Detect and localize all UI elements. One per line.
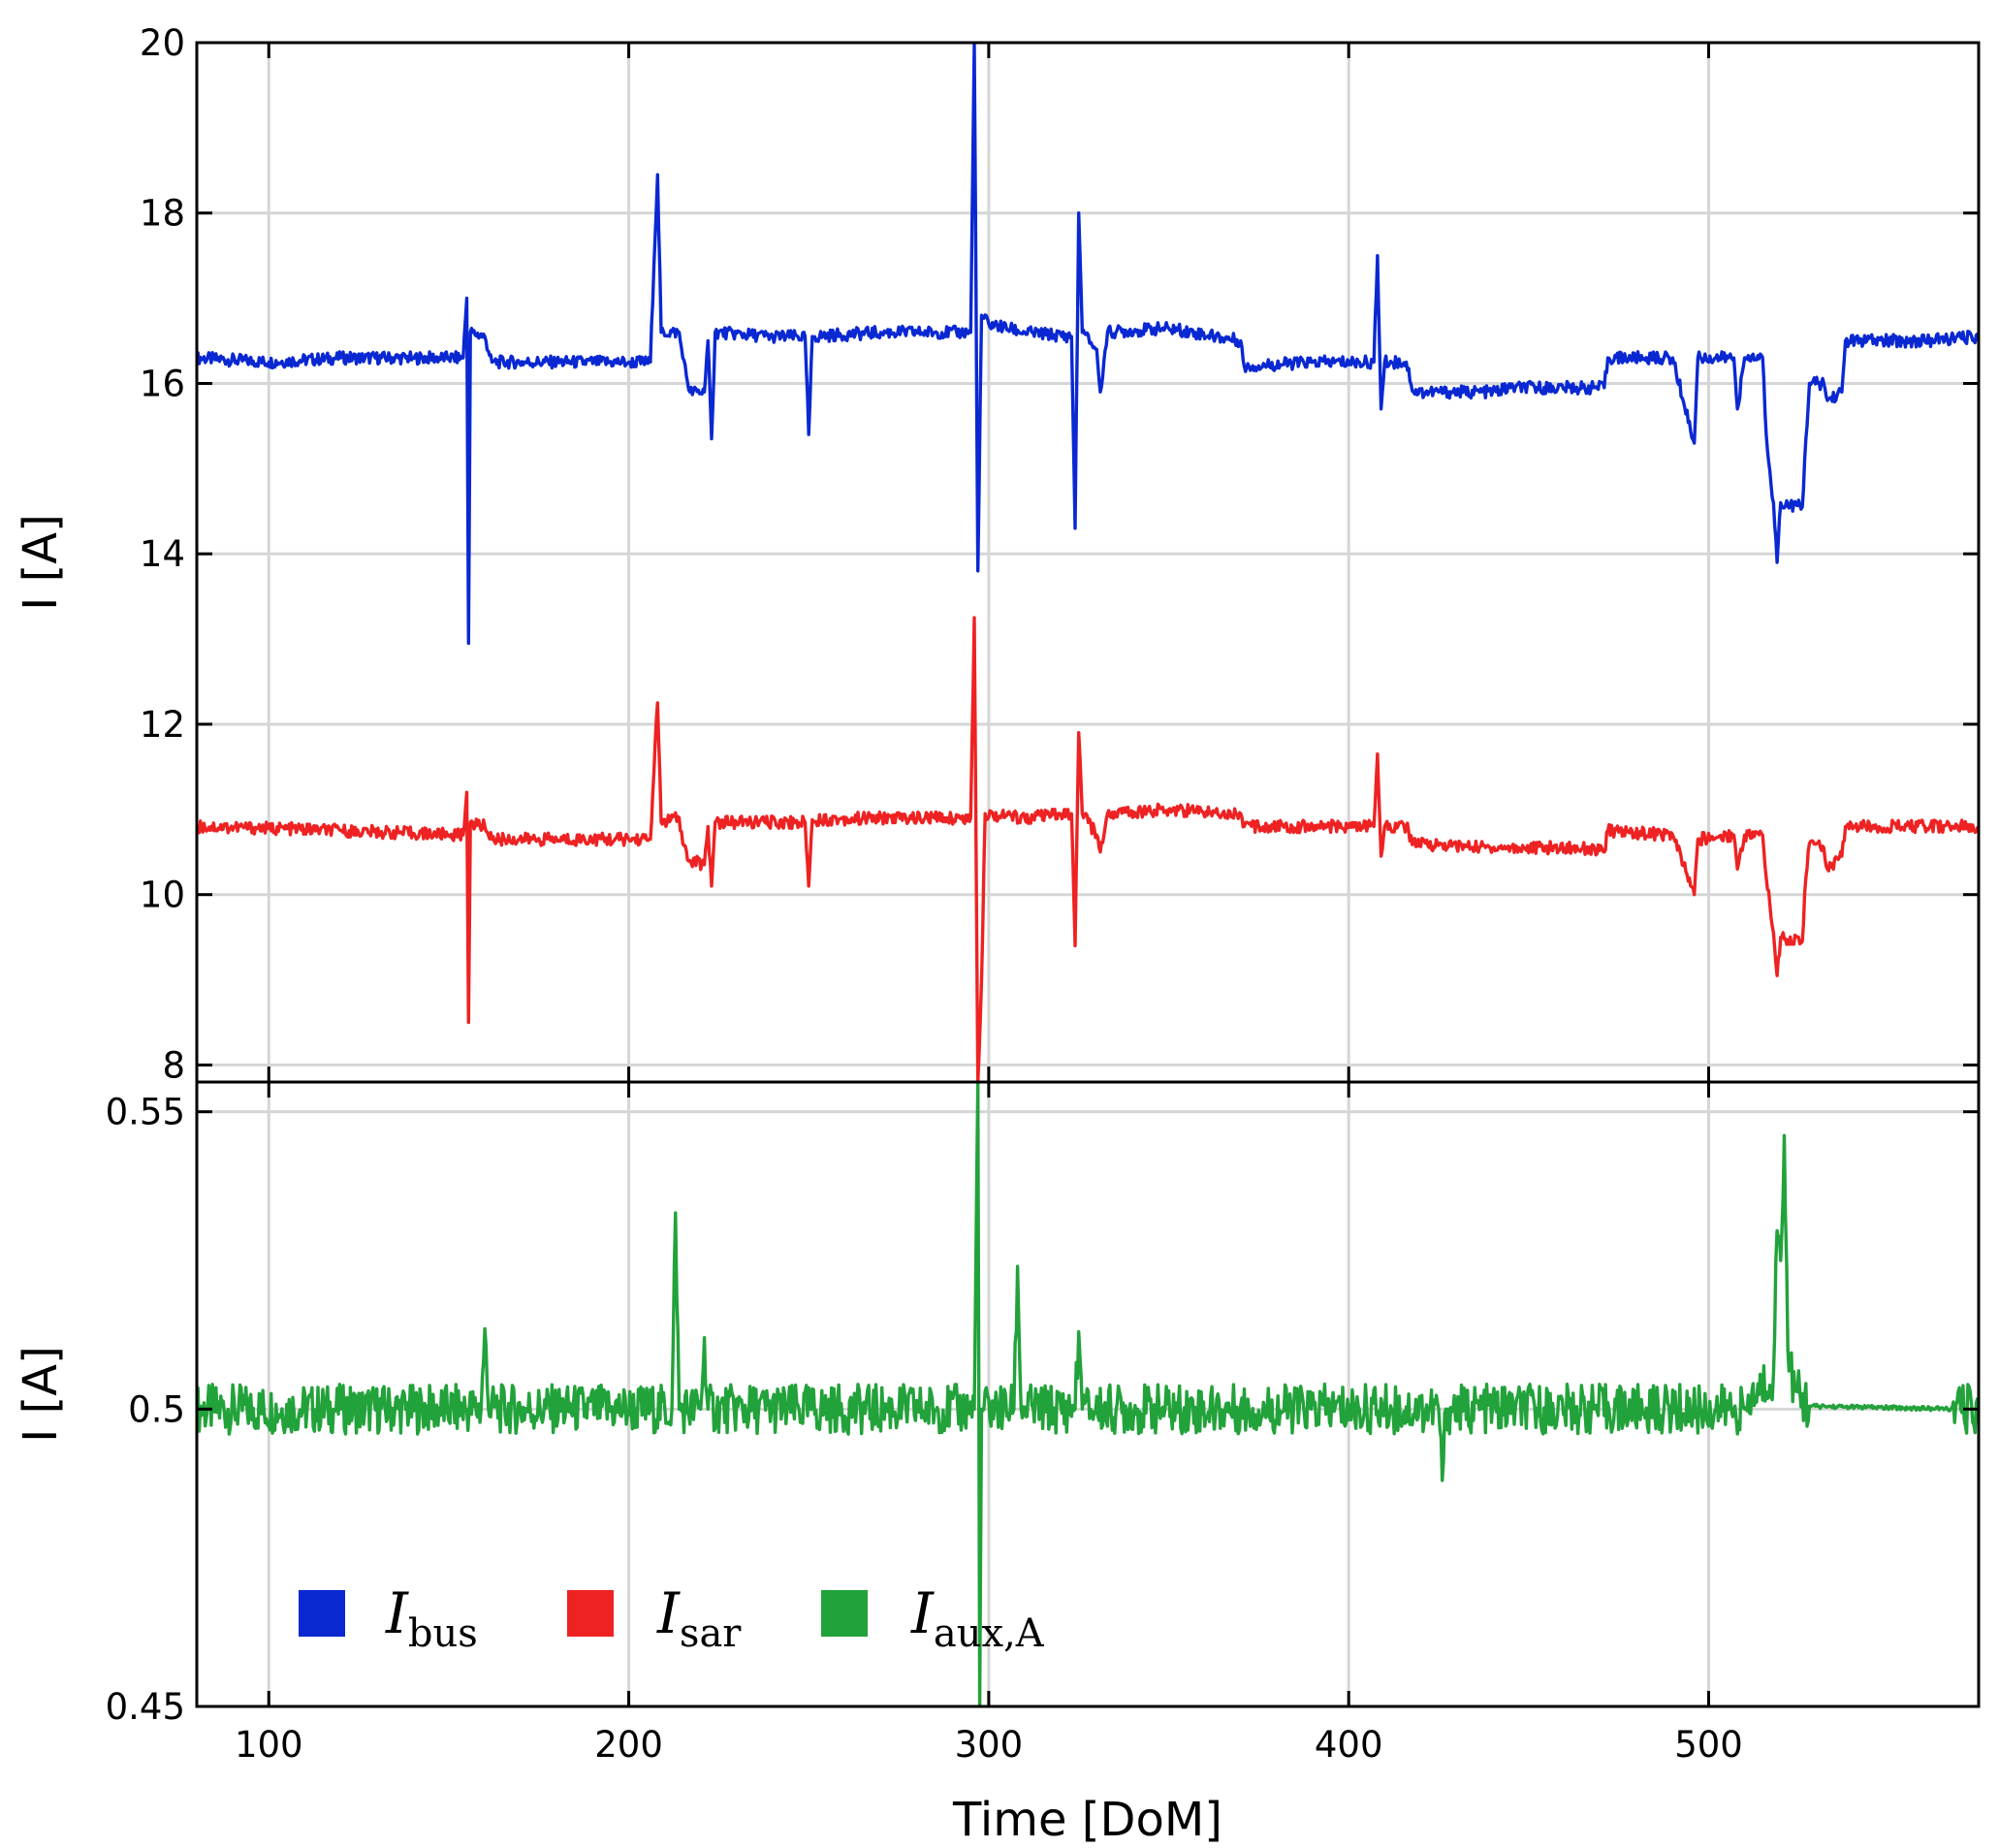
bottom-panel-frame bbox=[195, 1080, 1981, 1708]
legend: Ibus Isar Iaux,A bbox=[299, 1580, 1045, 1656]
legend-label-bus-sub: bus bbox=[408, 1611, 478, 1656]
bottom-y-tick-label-0.55: 0.55 bbox=[106, 1092, 185, 1133]
series-line-bus bbox=[197, 43, 1979, 646]
x-tick-label-100: 100 bbox=[235, 1724, 303, 1766]
legend-item-sar: Isar bbox=[567, 1580, 742, 1656]
x-tick-labels: 100 200 300 400 500 bbox=[235, 1724, 1743, 1766]
top-panel-frame bbox=[195, 41, 1981, 1084]
legend-label-aux-main: I bbox=[910, 1580, 935, 1646]
legend-swatch-bus bbox=[299, 1590, 345, 1637]
legend-label-aux: Iaux,A bbox=[910, 1580, 1045, 1656]
top-y-tick-labels: 8 10 12 14 16 18 20 bbox=[140, 22, 185, 1086]
legend-item-aux: Iaux,A bbox=[821, 1580, 1045, 1656]
bottom-panel-ticks bbox=[197, 1082, 1979, 1708]
legend-swatch-aux bbox=[821, 1590, 868, 1637]
x-axis-title: Time [DoM] bbox=[952, 1793, 1222, 1847]
x-tick-label-500: 500 bbox=[1674, 1724, 1743, 1766]
top-y-tick-label-16: 16 bbox=[140, 363, 185, 404]
top-y-tick-label-18: 18 bbox=[140, 193, 185, 235]
x-tick-label-400: 400 bbox=[1315, 1724, 1383, 1766]
legend-label-sar-main: I bbox=[656, 1580, 681, 1646]
bottom-y-tick-labels: 0.45 0.5 0.55 bbox=[106, 1092, 185, 1728]
bottom-y-axis-title: I [A] bbox=[14, 1346, 68, 1443]
legend-label-sar-sub: sar bbox=[680, 1611, 742, 1656]
legend-item-bus: Ibus bbox=[299, 1580, 478, 1656]
top-y-axis-title: I [A] bbox=[14, 514, 68, 611]
bottom-panel-series bbox=[197, 1082, 1979, 1706]
legend-label-bus-main: I bbox=[385, 1580, 409, 1646]
series-line-sar bbox=[197, 616, 1979, 1082]
legend-label-bus: Ibus bbox=[385, 1580, 478, 1656]
legend-label-sar: Isar bbox=[656, 1580, 742, 1656]
top-y-tick-label-10: 10 bbox=[140, 875, 185, 916]
legend-label-aux-sub: aux,A bbox=[934, 1611, 1045, 1656]
top-y-tick-label-12: 12 bbox=[140, 704, 185, 746]
top-panel-ticks bbox=[197, 41, 1979, 1082]
top-y-tick-label-20: 20 bbox=[140, 22, 185, 64]
bottom-y-tick-label-0.5: 0.5 bbox=[128, 1388, 185, 1430]
legend-swatch-sar bbox=[567, 1590, 614, 1637]
x-tick-label-300: 300 bbox=[955, 1724, 1024, 1766]
top-y-tick-label-8: 8 bbox=[162, 1044, 185, 1086]
bottom-y-tick-label-0.45: 0.45 bbox=[106, 1686, 185, 1728]
top-gridlines bbox=[197, 41, 1979, 1082]
x-tick-label-200: 200 bbox=[594, 1724, 663, 1766]
top-panel-series bbox=[197, 43, 1979, 1082]
top-y-tick-label-14: 14 bbox=[140, 533, 185, 575]
series-line-aux bbox=[197, 1082, 1979, 1706]
